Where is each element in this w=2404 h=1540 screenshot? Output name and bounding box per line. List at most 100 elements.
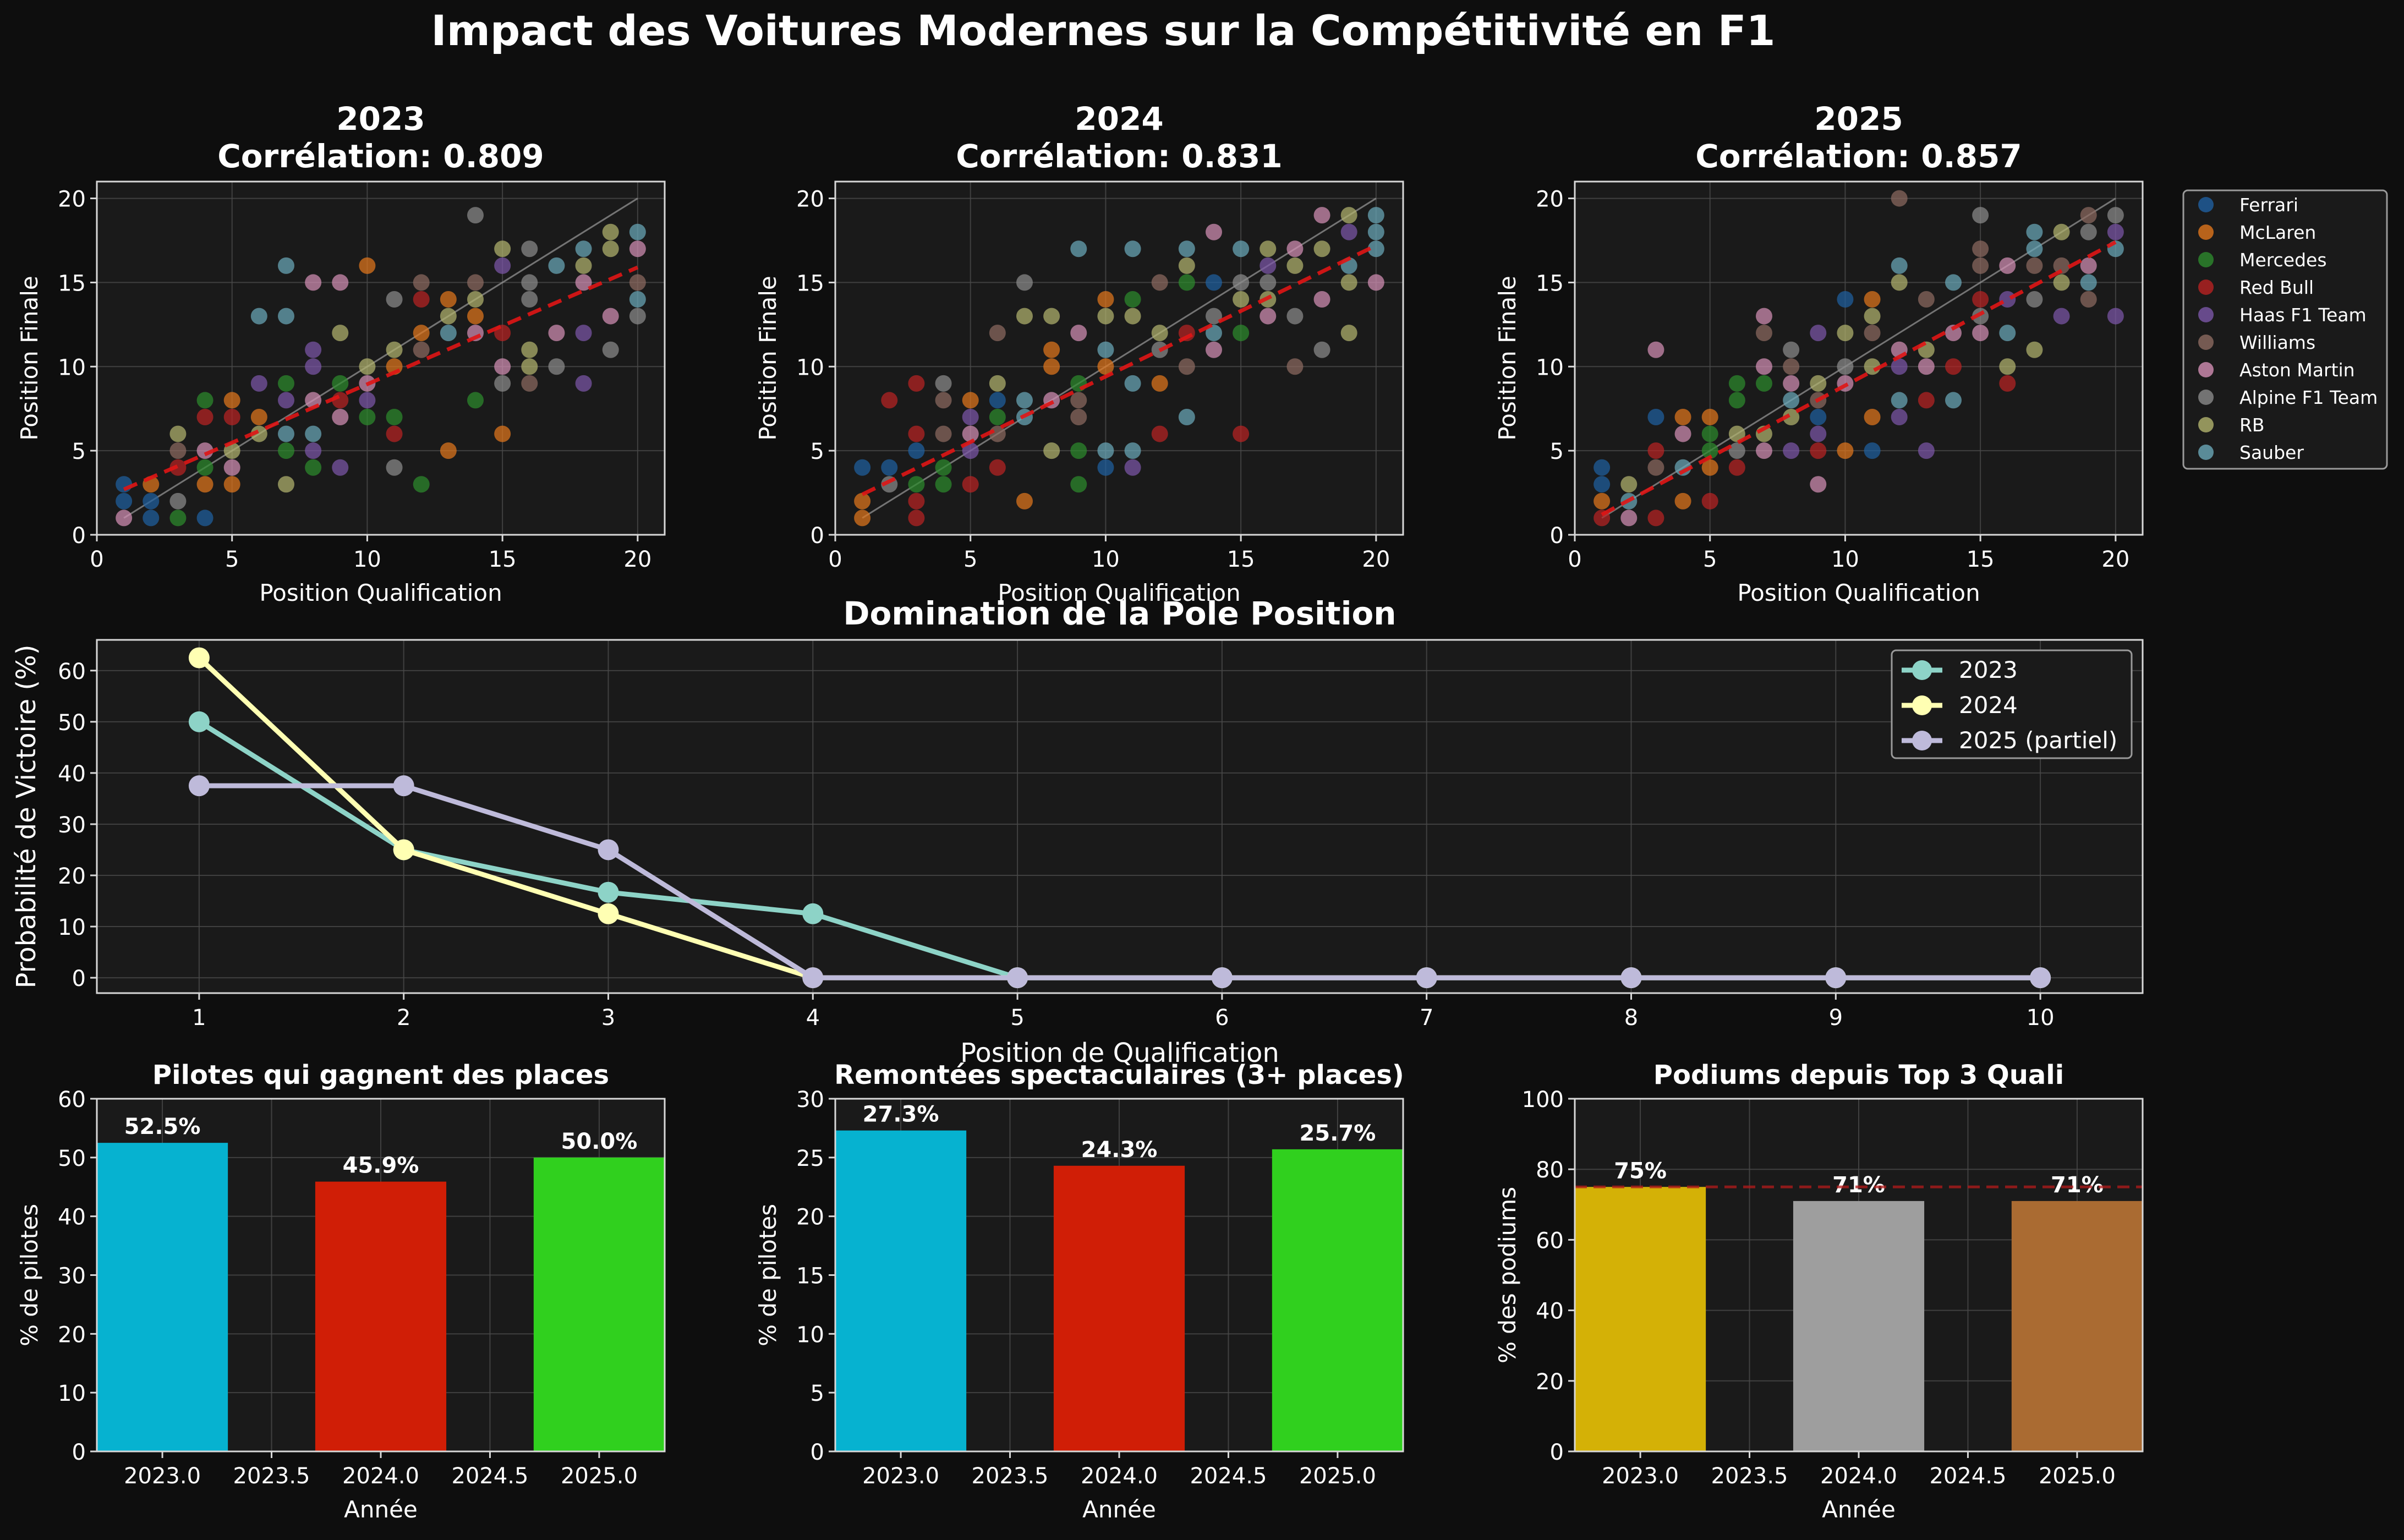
scatter-point [1260,274,1277,291]
scatter-point [1728,375,1745,392]
scatter-point [1756,308,1772,325]
bar-y-tick-label: 10 [58,1381,86,1406]
scatter-point [278,442,294,459]
scatter-point [989,325,1006,342]
bar-x-tick-label: 2024.5 [1929,1464,2006,1489]
scatter-point [1783,358,1800,375]
line-point [188,711,210,732]
scatter-point [1756,325,1772,342]
scatter-point [196,409,213,425]
scatter-point [467,392,484,409]
scatter-point [1043,358,1060,375]
scatter-title-year: 2024 [1075,100,1163,138]
scatter-point [1783,409,1800,425]
scatter-point [1070,325,1087,342]
scatter-y-tick-label: 5 [72,439,86,464]
scatter-point [305,425,322,442]
line-point [1211,967,1233,989]
scatter-point [169,509,187,527]
scatter-point [1945,325,1962,342]
bar-y-tick-label: 20 [58,1322,86,1347]
scatter-point [989,459,1006,476]
scatter-point [359,358,376,375]
scatter-point [908,375,925,392]
scatter-point [1313,207,1330,224]
scatter-point [1701,425,1718,442]
scatter-point [935,425,952,442]
bar-title: Remontées spectaculaires (3+ places) [834,1060,1404,1090]
scatter-point [1260,308,1277,325]
scatter-point [305,274,322,291]
bar-y-tick-label: 0 [1550,1440,1564,1465]
scatter-point [1340,207,1357,224]
scatter-point [1810,409,1827,425]
scatter-point [1837,325,1854,342]
scatter-point [602,341,619,358]
line-x-tick-label: 3 [601,1005,615,1031]
pole-position-panel: 1 2 3 4 5 6 7 8 9 10 0 10 20 30 40 50 60 Domination de la… [11,595,2144,1068]
scatter-point [359,257,376,274]
scatter-point [1206,223,1222,240]
scatter-point [1783,442,1800,459]
scatter-point [2080,223,2097,240]
team-legend-marker [2198,445,2214,460]
line-y-tick-label: 40 [58,761,86,787]
scatter-point [1999,257,2016,274]
scatter-point [278,308,294,325]
scatter-point [223,459,240,476]
bar-y-tick-label: 40 [58,1205,86,1230]
bar-panel-2: 2023.0 2023.5 2024.0 2024.5 2025.0 0 5 10 15 20 25… [754,1060,1404,1523]
scatter-point [196,476,213,493]
bar-y-label: % de pilotes [16,1204,43,1346]
scatter-point [1891,358,1908,375]
scatter-point [332,459,349,476]
line-y-tick-label: 0 [72,966,86,991]
scatter-point [1097,442,1114,459]
scatter-point [1340,274,1357,291]
scatter-point [2107,308,2124,325]
line-series-2025-partiel- [199,783,2041,980]
scatter-point [1891,257,1908,274]
scatter-point [1178,240,1195,257]
scatter-point [1701,459,1718,476]
line-y-tick-label: 20 [58,864,86,889]
scatter-point [440,442,457,459]
team-legend-label: Alpine F1 Team [2239,387,2378,408]
scatter-x-tick-label: 10 [1092,547,1120,572]
team-legend-label: Red Bull [2239,277,2314,298]
scatter-point [908,509,925,527]
scatter-point [1674,492,1691,509]
line-point [393,839,414,861]
scatter-point [1999,325,2016,342]
bar-x-tick-label: 2025.0 [2039,1464,2116,1489]
bar-panel-3: 2023.0 2023.5 2024.0 2024.5 2025.0 0 20 40 60 80 1… [1494,1060,2144,1523]
scatter-point [602,223,619,240]
bar [1793,1201,1925,1451]
scatter-x-tick-label: 0 [828,547,842,572]
scatter-axes-border [96,180,666,536]
scatter-point [962,476,979,493]
scatter-point [1367,207,1384,224]
bar [1575,1187,1706,1451]
scatter-point [305,358,322,375]
line-legend-label: 2025 (partiel) [1959,727,2117,754]
scatter-point [1070,240,1087,257]
scatter-point [521,358,538,375]
scatter-point [962,425,979,442]
bar-y-tick-label: 30 [796,1087,824,1112]
scatter-point [1151,425,1168,442]
line-x-tick-label: 5 [1010,1005,1024,1031]
bar-y-tick-label: 5 [811,1381,824,1406]
scatter-point [196,509,213,527]
scatter-point [1891,392,1908,409]
scatter-point [935,476,952,493]
team-legend-label: RB [2239,414,2265,436]
team-legend-label: Aston Martin [2239,359,2355,381]
scatter-point [2080,274,2097,291]
scatter-x-tick-label: 15 [489,547,517,572]
scatter-point [1810,425,1827,442]
scatter-point [989,375,1006,392]
scatter-point [1999,375,2016,392]
scatter-point [359,409,376,425]
scatter-point [1728,442,1745,459]
